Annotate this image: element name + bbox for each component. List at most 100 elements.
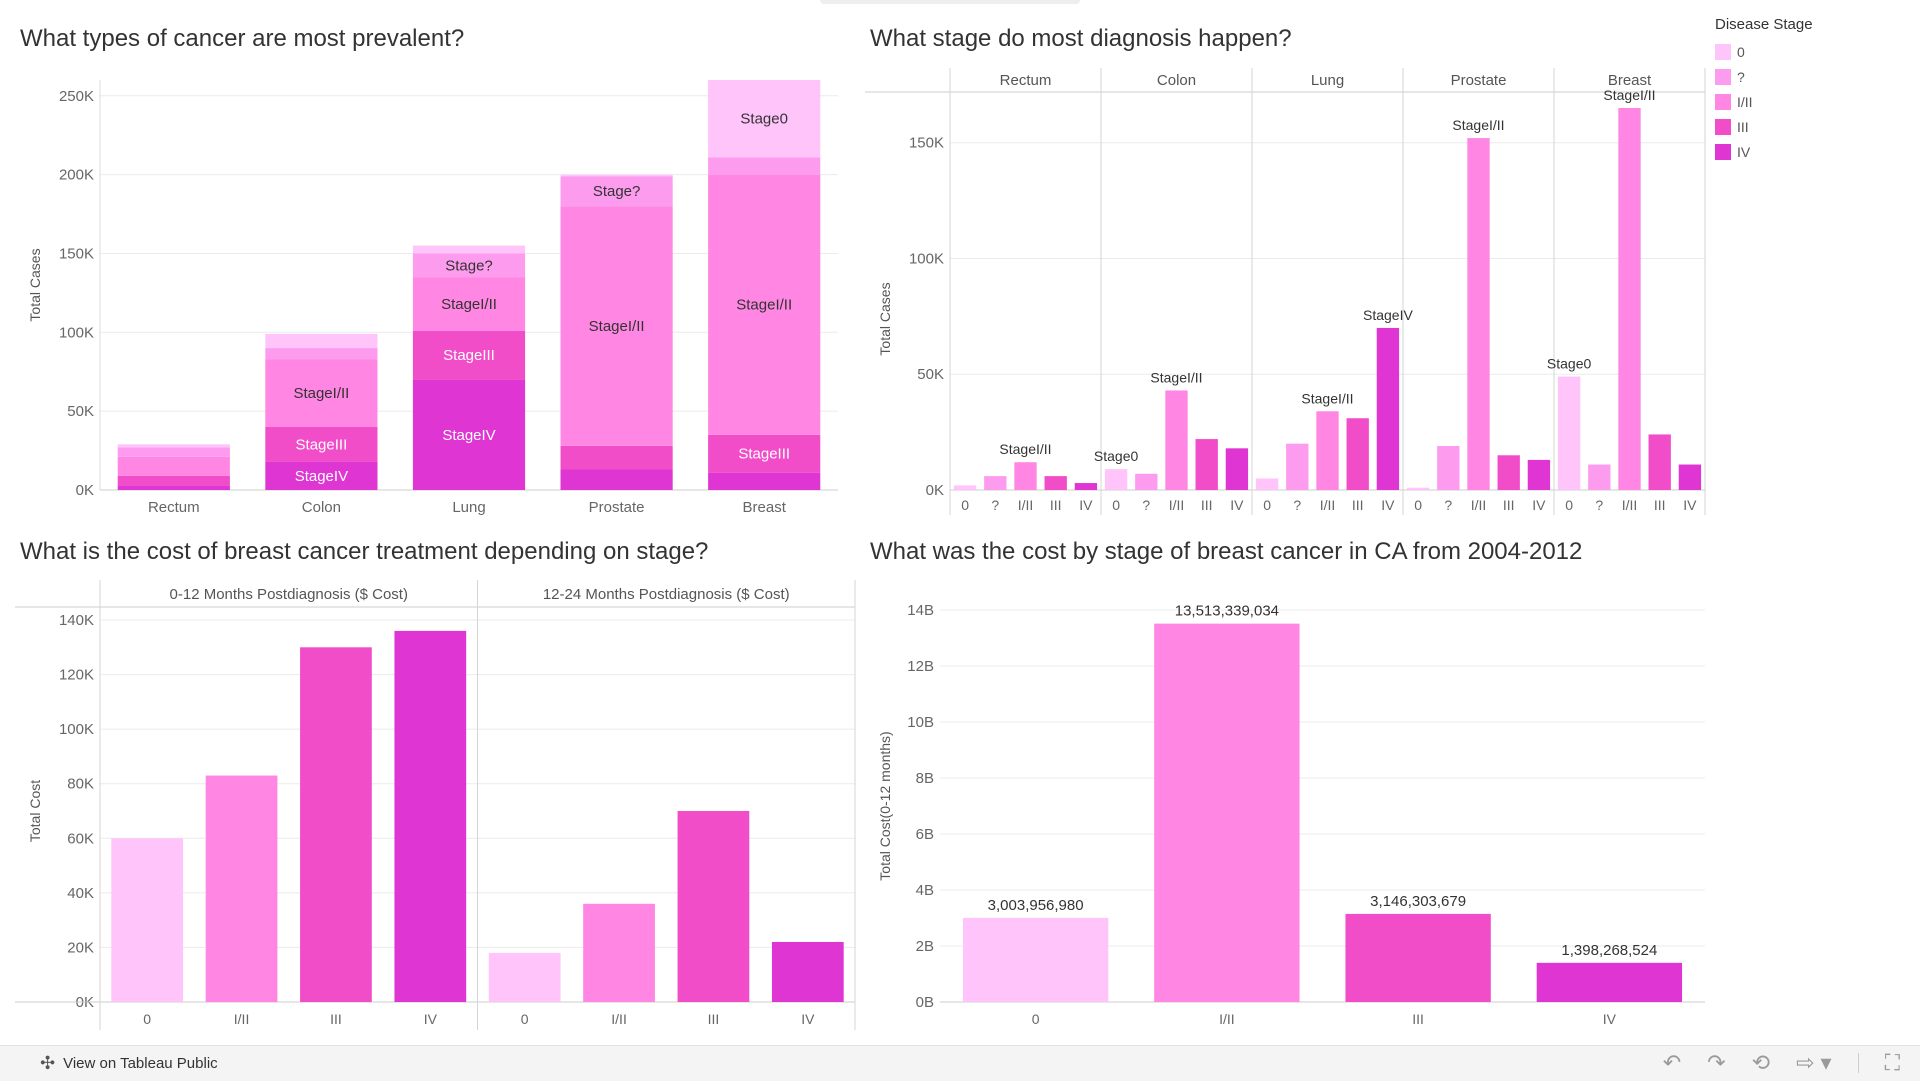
legend-label: ? <box>1737 68 1745 85</box>
legend-item[interactable]: IV <box>1715 139 1895 164</box>
x-tick-label: I/II <box>1471 497 1487 513</box>
legend-item[interactable]: III <box>1715 114 1895 139</box>
revert-icon[interactable]: ⟲ <box>1751 1050 1770 1075</box>
x-tick-label: 0 <box>1112 497 1120 513</box>
y-tick-label: 2B <box>916 938 934 955</box>
y-tick-label: 120K <box>59 667 94 684</box>
y-tick-label: 50K <box>67 403 94 420</box>
y-tick-label: 0K <box>76 482 94 499</box>
x-tick-label: Breast <box>743 499 787 516</box>
bar-segment <box>708 80 821 158</box>
x-tick-label: Rectum <box>148 499 200 516</box>
redo-icon[interactable]: ↷ <box>1707 1050 1726 1075</box>
legend-item[interactable]: I/II <box>1715 89 1895 114</box>
y-axis-label: Total Cost(0-12 months) <box>877 731 893 880</box>
x-tick-label: IV <box>1532 497 1546 513</box>
bar-segment <box>117 456 230 476</box>
stacked-cases-chart: 0K 50K 100K 150K 200K 250K Total Cases Rectum St… <box>27 80 838 516</box>
x-tick-label: Colon <box>302 499 341 516</box>
legend-label: I/II <box>1737 93 1753 110</box>
bar-segment-label: StageIV <box>442 427 495 444</box>
bar-segment <box>265 333 378 349</box>
view-on-tableau-label: View on Tableau Public <box>63 1055 218 1072</box>
bar-segment-label: StageIII <box>738 446 790 463</box>
bar-segment <box>117 485 230 490</box>
bar-segment <box>265 359 378 427</box>
y-tick-label: 50K <box>917 366 944 383</box>
x-tick-label: IV <box>1683 497 1697 513</box>
bar <box>1286 443 1309 490</box>
share-icon[interactable]: ⇨ ▾ <box>1796 1050 1832 1075</box>
x-tick-label: I/II <box>611 1011 627 1027</box>
bar <box>677 811 750 1002</box>
x-tick-label: 0 <box>521 1011 529 1027</box>
y-axis-label: Total Cases <box>877 282 893 355</box>
x-tick-label: ? <box>1595 497 1603 513</box>
legend-swatch <box>1715 118 1731 135</box>
bar <box>205 775 278 1002</box>
bar <box>1074 483 1098 490</box>
footer-bar: ✣ View on Tableau Public ↶ ↷ ⟲ ⇨ ▾ ⛶ <box>0 1045 1920 1081</box>
x-tick-label: I/II <box>1169 497 1185 513</box>
x-tick-label: III <box>1654 497 1666 513</box>
bar <box>953 485 977 490</box>
x-tick-label: 0 <box>1032 1011 1040 1027</box>
x-tick-label: III <box>330 1011 342 1027</box>
bar-segment <box>560 469 673 490</box>
bar-label: StageI/II <box>1150 369 1202 385</box>
bar <box>1165 390 1188 490</box>
bar <box>1014 462 1037 490</box>
x-tick-label: Lung <box>452 499 485 516</box>
y-tick-label: 100K <box>909 250 944 267</box>
y-tick-label: 12B <box>907 658 934 675</box>
bar-segment-label: Stage0 <box>740 111 788 128</box>
x-tick-label: IV <box>1079 497 1093 513</box>
bar-segment-label: StageIV <box>295 468 348 485</box>
fullscreen-icon[interactable]: ⛶ <box>1884 1050 1900 1075</box>
legend-swatch <box>1715 93 1731 110</box>
undo-icon[interactable]: ↶ <box>1662 1050 1682 1075</box>
bar <box>1678 464 1702 490</box>
x-tick-label: III <box>1412 1011 1424 1027</box>
bar-segment <box>412 330 526 380</box>
bar-segment-label: Stage? <box>445 257 493 274</box>
legend-item[interactable]: 0 <box>1715 39 1895 64</box>
x-tick-label: I/II <box>1018 497 1034 513</box>
view-on-tableau-link[interactable]: ✣ View on Tableau Public <box>40 1053 218 1074</box>
x-tick-label: IV <box>1603 1011 1617 1027</box>
bar-segment <box>708 157 821 175</box>
legend-item[interactable]: ? <box>1715 64 1895 89</box>
facet-header: Rectum <box>1000 72 1052 89</box>
bar <box>1376 327 1400 490</box>
bar <box>984 476 1007 490</box>
x-tick-label: III <box>1201 497 1213 513</box>
x-tick-label: ? <box>1293 497 1301 513</box>
bar-segment <box>560 174 673 177</box>
bar-segment <box>708 434 821 473</box>
bar-segment <box>265 426 378 462</box>
bar-segment <box>412 379 526 490</box>
y-tick-label: 150K <box>909 135 944 152</box>
bar-segment <box>560 445 673 470</box>
y-tick-label: 8B <box>916 770 934 787</box>
x-tick-label: I/II <box>234 1011 250 1027</box>
bar-value-label: 3,146,303,679 <box>1370 893 1466 910</box>
bar-segment <box>412 245 526 254</box>
bar-segment-label: StageI/II <box>589 318 645 335</box>
bar <box>1195 439 1218 490</box>
toolbar-divider <box>1857 1053 1859 1073</box>
y-tick-label: 80K <box>67 776 94 793</box>
y-tick-label: 100K <box>59 324 94 341</box>
y-axis-label: Total Cost <box>27 780 43 842</box>
bar-segment-label: StageIII <box>296 436 348 453</box>
panel-4-title: What was the cost by stage of breast can… <box>870 538 1583 565</box>
panel-1-title: What types of cancer are most prevalent? <box>20 25 465 52</box>
x-tick-label: Prostate <box>589 499 645 516</box>
bar-segment <box>117 447 230 457</box>
y-tick-label: 10B <box>907 714 934 731</box>
stage-diagnosis-chart: 0K 50K 100K 150K Total Cases Rectum 0 ? StageI/I… <box>865 68 1706 515</box>
legend-label: 0 <box>1737 43 1745 60</box>
bar-segment <box>117 475 230 486</box>
facet-header: Breast <box>1608 72 1652 89</box>
y-tick-label: 4B <box>916 882 934 899</box>
